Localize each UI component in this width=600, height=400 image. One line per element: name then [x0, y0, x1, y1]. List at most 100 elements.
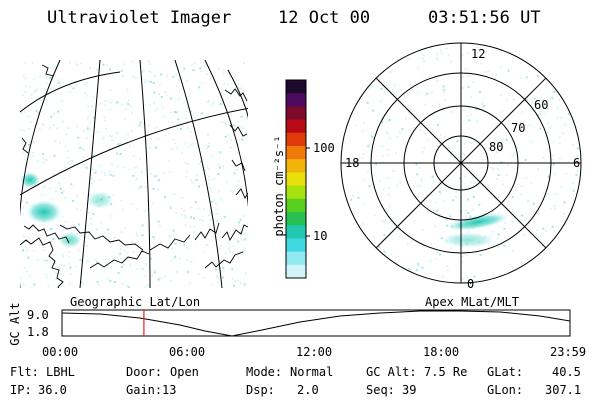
emission-pixel	[170, 111, 172, 114]
emission-pixel	[423, 60, 425, 63]
seq-value: 39	[402, 383, 417, 397]
emission-pixel	[383, 208, 386, 211]
emission-pixel	[227, 247, 230, 250]
emission-pixel	[545, 186, 548, 189]
emission-pixel	[417, 265, 420, 268]
emission-pixel	[23, 190, 26, 193]
emission-speckle	[20, 60, 248, 288]
emission-pixel	[46, 82, 49, 85]
emission-pixel	[438, 142, 441, 145]
emission-pixel	[149, 81, 152, 84]
emission-pixel	[400, 181, 402, 184]
emission-pixel	[190, 179, 193, 182]
emission-pixel	[85, 166, 88, 169]
emission-pixel	[207, 142, 210, 144]
emission-pixel	[108, 108, 111, 111]
emission-pixel	[220, 90, 223, 93]
emission-pixel	[59, 273, 62, 276]
emission-pixel	[199, 219, 201, 221]
emission-pixel	[423, 103, 426, 106]
emission-pixel	[36, 111, 39, 114]
emission-pixel	[407, 242, 409, 245]
emission-pixel	[440, 52, 443, 55]
emission-pixel	[145, 263, 148, 266]
mlt-label-12: 12	[471, 47, 486, 61]
emission-pixel	[497, 246, 500, 249]
emission-pixel	[240, 87, 243, 90]
emission-pixel	[221, 120, 224, 123]
emission-pixel	[115, 102, 118, 105]
emission-pixel	[62, 190, 65, 192]
emission-pixel	[216, 276, 219, 279]
emission-pixel	[136, 234, 138, 237]
emission-pixel	[552, 277, 555, 280]
emission-pixel	[494, 196, 497, 199]
emission-pixel	[196, 174, 199, 177]
emission-pixel	[92, 180, 95, 183]
emission-pixel	[468, 108, 471, 111]
emission-pixel	[81, 283, 84, 286]
emission-pixel	[155, 126, 158, 129]
emission-pixel	[231, 277, 234, 280]
emission-pixel	[79, 146, 82, 149]
emission-pixel	[126, 251, 129, 254]
emission-pixel	[149, 172, 152, 175]
emission-pixel	[434, 225, 437, 228]
emission-pixel	[356, 160, 359, 163]
emission-pixel	[61, 229, 64, 232]
emission-pixel	[470, 95, 473, 98]
emission-pixel	[35, 110, 38, 113]
emission-pixel	[384, 60, 387, 63]
emission-pixel	[58, 141, 61, 144]
emission-pixel	[47, 94, 49, 97]
emission-pixel	[33, 90, 36, 93]
emission-pixel	[141, 234, 144, 237]
emission-pixel	[226, 133, 229, 136]
emission-pixel	[224, 123, 227, 126]
emission-pixel	[511, 219, 514, 222]
emission-pixel	[566, 63, 569, 65]
emission-pixel	[219, 103, 222, 105]
emission-pixel	[223, 215, 226, 218]
emission-pixel	[192, 69, 195, 72]
emission-pixel	[75, 84, 78, 87]
emission-pixel	[352, 194, 354, 197]
emission-pixel	[152, 101, 155, 104]
emission-pixel	[42, 157, 45, 160]
colorbar-segment	[286, 172, 306, 187]
emission-pixel	[175, 73, 178, 76]
emission-pixel	[483, 56, 486, 59]
altitude-xtick: 18:00	[423, 345, 460, 359]
emission-pixel	[175, 85, 178, 88]
emission-pixel	[106, 277, 109, 280]
emission-pixel	[559, 186, 562, 189]
emission-pixel	[370, 60, 373, 63]
emission-pixel	[55, 223, 58, 226]
emission-pixel	[236, 90, 239, 93]
emission-pixel	[201, 112, 204, 115]
emission-pixel	[223, 83, 226, 85]
emission-pixel	[172, 75, 175, 78]
emission-pixel	[96, 281, 99, 283]
emission-pixel	[173, 257, 176, 260]
emission-pixel	[86, 137, 89, 140]
emission-pixel	[24, 85, 27, 88]
emission-pixel	[90, 177, 93, 180]
emission-pixel	[90, 135, 93, 138]
emission-pixel	[42, 161, 45, 164]
emission-pixel	[35, 89, 38, 92]
emission-pixel	[476, 174, 479, 177]
emission-pixel	[164, 134, 167, 137]
emission-pixel	[184, 224, 187, 227]
emission-pixel	[473, 275, 476, 278]
emission-pixel	[20, 128, 23, 131]
emission-pixel	[374, 214, 377, 217]
emission-pixel	[517, 269, 520, 272]
emission-pixel	[202, 251, 205, 254]
emission-pixel	[185, 170, 188, 173]
emission-pixel	[207, 179, 210, 182]
emission-pixel	[52, 112, 55, 115]
emission-pixel	[579, 184, 581, 187]
emission-pixel	[420, 178, 423, 181]
emission-pixel	[427, 279, 429, 281]
